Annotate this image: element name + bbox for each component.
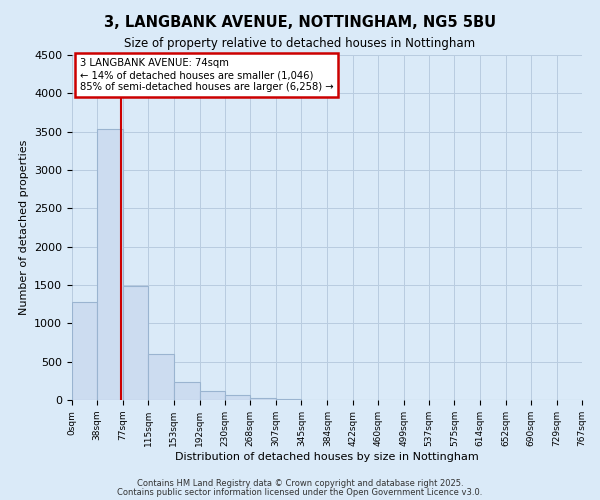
- Text: Contains public sector information licensed under the Open Government Licence v3: Contains public sector information licen…: [118, 488, 482, 497]
- Bar: [200, 391, 225, 400]
- Text: Contains HM Land Registry data © Crown copyright and database right 2025.: Contains HM Land Registry data © Crown c…: [137, 479, 463, 488]
- Bar: [72, 302, 97, 400]
- Text: Size of property relative to detached houses in Nottingham: Size of property relative to detached ho…: [124, 38, 476, 51]
- Bar: [123, 286, 148, 400]
- Bar: [174, 382, 200, 400]
- Bar: [148, 354, 174, 400]
- Y-axis label: Number of detached properties: Number of detached properties: [19, 140, 29, 315]
- Bar: [225, 396, 250, 400]
- Bar: [250, 398, 276, 400]
- X-axis label: Distribution of detached houses by size in Nottingham: Distribution of detached houses by size …: [175, 452, 479, 462]
- Bar: [97, 128, 123, 400]
- Text: 3, LANGBANK AVENUE, NOTTINGHAM, NG5 5BU: 3, LANGBANK AVENUE, NOTTINGHAM, NG5 5BU: [104, 15, 496, 30]
- Bar: [276, 399, 301, 400]
- Text: 3 LANGBANK AVENUE: 74sqm
← 14% of detached houses are smaller (1,046)
85% of sem: 3 LANGBANK AVENUE: 74sqm ← 14% of detach…: [80, 58, 333, 92]
